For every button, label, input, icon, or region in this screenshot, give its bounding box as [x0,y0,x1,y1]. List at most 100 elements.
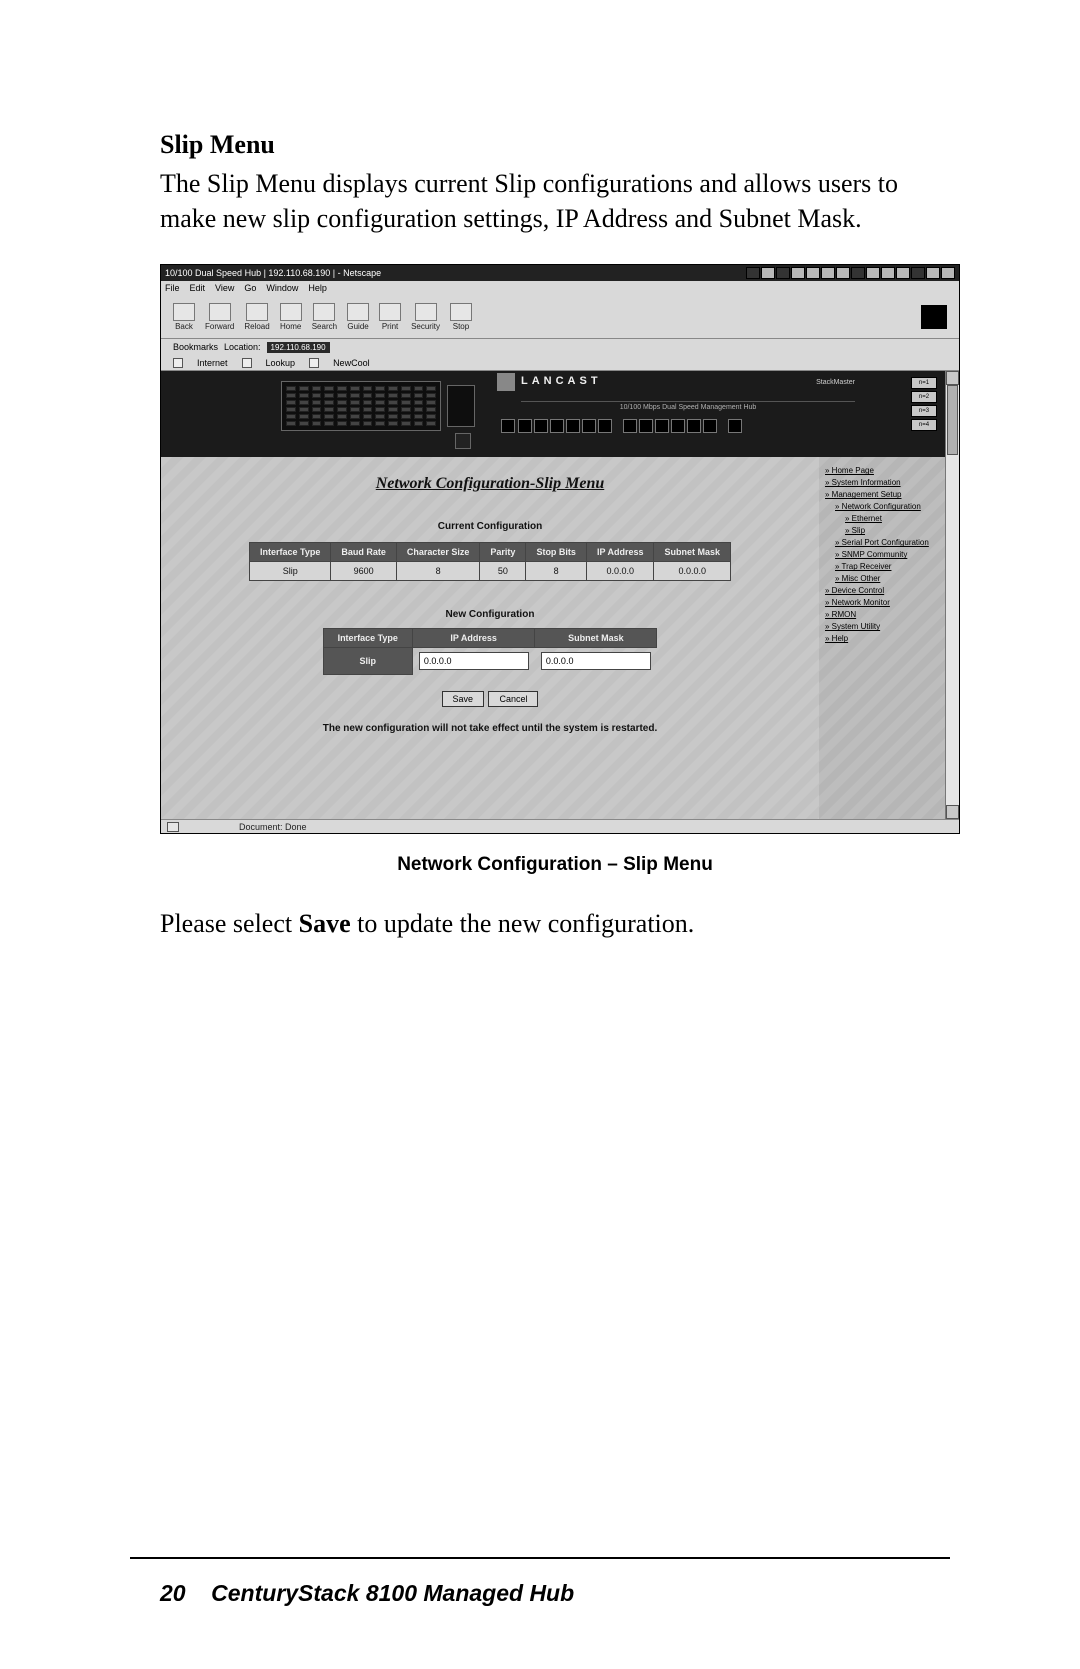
personal-icon [173,358,183,368]
window-titlebar: 10/100 Dual Speed Hub | 192.110.68.190 |… [161,265,959,281]
stackmaster-label: StackMaster [816,379,855,386]
back-icon [173,303,195,321]
config-frame: Network Configuration-Slip Menu Current … [161,457,945,819]
sidenav-link[interactable]: » Device Control [825,585,939,597]
table-header: Baud Rate [331,543,397,562]
table-header: Character Size [396,543,480,562]
personal-item[interactable]: NewCool [333,358,370,368]
guide-icon [347,303,369,321]
sidenav-link[interactable]: » Serial Port Configuration [825,537,939,549]
menu-item[interactable]: Go [244,283,256,293]
toolbar-item[interactable]: Back [173,303,195,331]
cancel-button[interactable]: Cancel [488,691,538,707]
toolbar-item[interactable]: Forward [205,303,234,331]
screenshot: 10/100 Dual Speed Hub | 192.110.68.190 |… [160,264,960,834]
location-url[interactable]: 192.110.68.190 [267,342,330,353]
sysbtn[interactable] [941,267,955,279]
footer-rule [130,1557,950,1559]
toolbar-item[interactable]: Search [312,303,337,331]
menu-item[interactable]: Edit [190,283,206,293]
page-footer: 20 CenturyStack 8100 Managed Hub [160,1580,574,1607]
security-icon [415,303,437,321]
sidenav-link[interactable]: » Management Setup [825,489,939,501]
sidenav-link[interactable]: » Help [825,633,939,645]
content-area: LANCAST StackMaster 10/100 Mbps Dual Spe… [161,371,959,819]
personal-icon [242,358,252,368]
save-button[interactable]: Save [442,691,485,707]
menu-item[interactable]: File [165,283,180,293]
toolbar-item[interactable]: Security [411,303,440,331]
hub-panel: LANCAST StackMaster 10/100 Mbps Dual Spe… [161,371,945,457]
scroll-down-icon[interactable] [946,805,959,819]
aux-icon [455,433,471,449]
table-header: Interface Type [250,543,331,562]
search-icon [313,303,335,321]
status-text: Document: Done [239,822,307,832]
current-config-table: Interface TypeBaud RateCharacter SizePar… [249,542,731,581]
sysbtn[interactable] [761,267,775,279]
sidenav-link[interactable]: » Home Page [825,465,939,477]
restart-note: The new configuration will not take effe… [161,723,819,734]
port-row [501,419,742,433]
toolbar-item[interactable]: Home [280,303,302,331]
sysbtn[interactable] [866,267,880,279]
sidenav-link[interactable]: » SNMP Community [825,549,939,561]
new-config-table: Interface TypeIP AddressSubnet Mask Slip [323,628,658,675]
subnet-mask-input[interactable] [541,652,651,670]
bookmarks-label[interactable]: Bookmarks [173,342,218,352]
toolbar: Back Forward Reload Home Search Guide Print Sec… [161,295,959,339]
menu-item[interactable]: Help [308,283,327,293]
ip-address-input[interactable] [419,652,529,670]
window-title: 10/100 Dual Speed Hub | 192.110.68.190 |… [165,268,746,278]
menu-item[interactable]: View [215,283,234,293]
toolbar-item[interactable]: Stop [450,303,472,331]
sysbtn[interactable] [806,267,820,279]
sidenav-link[interactable]: » System Information [825,477,939,489]
hub-small-button[interactable]: n=2 [911,391,937,403]
netscape-logo-icon [921,305,947,329]
scroll-thumb[interactable] [947,385,958,455]
sidenav-link[interactable]: » Ethernet [825,513,939,525]
sysbtn[interactable] [821,267,835,279]
sysbtn[interactable] [851,267,865,279]
table-header: Parity [480,543,526,562]
section-heading: Slip Menu [160,130,950,160]
table-cell: 9600 [331,562,397,581]
toolbar-item[interactable]: Reload [244,303,269,331]
toolbar-label: Reload [244,322,269,331]
sidenav-link[interactable]: » Trap Receiver [825,561,939,573]
sysbtn[interactable] [836,267,850,279]
sidenav-link[interactable]: » RMON [825,609,939,621]
table-header: IP Address [412,629,535,648]
menubar: File Edit View Go Window Help [161,281,959,295]
personal-item[interactable]: Lookup [266,358,296,368]
sidenav-link[interactable]: » Misc Other [825,573,939,585]
sysbtn[interactable] [926,267,940,279]
toolbar-item[interactable]: Guide [347,303,369,331]
hub-small-button[interactable]: n=3 [911,405,937,417]
new-config-type-cell: Slip [323,648,412,675]
home-icon [280,303,302,321]
stop-icon [450,303,472,321]
sidenav-link[interactable]: » Network Configuration [825,501,939,513]
scroll-up-icon[interactable] [946,371,959,385]
sysbtn[interactable] [746,267,760,279]
scrollbar[interactable] [945,371,959,819]
sysbtn[interactable] [911,267,925,279]
toolbar-item[interactable]: Print [379,303,401,331]
sidenav-link[interactable]: » Network Monitor [825,597,939,609]
hub-small-button[interactable]: n=1 [911,377,937,389]
sidenav-link[interactable]: » Slip [825,525,939,537]
hub-subtext: 10/100 Mbps Dual Speed Management Hub [521,401,855,411]
hub-small-button[interactable]: n=4 [911,419,937,431]
table-header: IP Address [586,543,654,562]
sysbtn[interactable] [791,267,805,279]
print-icon [379,303,401,321]
menu-item[interactable]: Window [266,283,298,293]
aux-panel-icon [447,385,475,427]
sysbtn[interactable] [896,267,910,279]
sysbtn[interactable] [881,267,895,279]
sysbtn[interactable] [776,267,790,279]
personal-item[interactable]: Internet [197,358,228,368]
sidenav-link[interactable]: » System Utility [825,621,939,633]
